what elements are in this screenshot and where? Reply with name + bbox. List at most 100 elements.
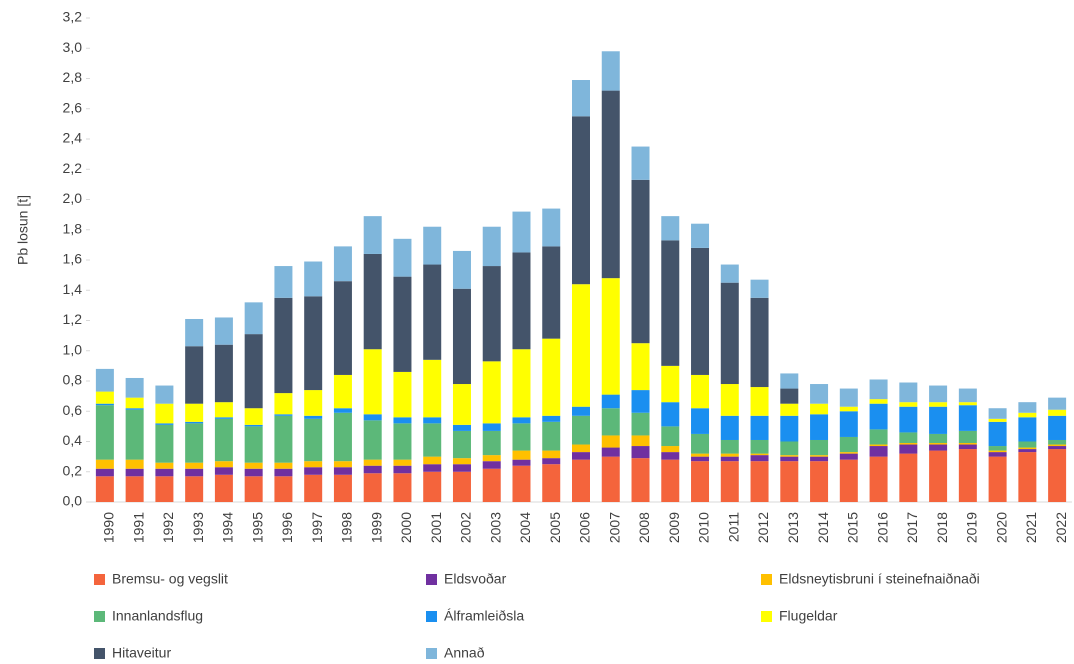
bar-segment — [125, 377, 144, 398]
bar-segment — [780, 456, 799, 462]
bar-segment — [1018, 417, 1037, 442]
x-tick-label: 1991 — [130, 512, 146, 543]
bar-segment — [95, 459, 114, 469]
bar-segment — [244, 468, 263, 477]
bar-segment — [899, 402, 918, 407]
bar-segment — [988, 450, 1007, 453]
bar-segment — [542, 208, 561, 247]
bar-segment — [750, 297, 769, 388]
legend-label: Eldsvoðar — [444, 571, 507, 587]
bar-segment — [125, 397, 144, 409]
bar-segment — [958, 405, 977, 431]
bar-segment — [899, 453, 918, 502]
legend-label: Flugeldar — [779, 608, 838, 624]
x-tick-label: 1993 — [190, 512, 206, 543]
y-tick-label: 2,8 — [63, 69, 83, 85]
bar-segment — [155, 468, 174, 477]
bar-segment — [274, 266, 293, 298]
bar-segment — [95, 468, 114, 477]
bar-segment — [988, 456, 1007, 502]
bar-segment — [958, 449, 977, 502]
bar-segment — [929, 406, 948, 434]
bar-segment — [601, 435, 620, 448]
x-tick-label: 2020 — [993, 512, 1009, 543]
bar-segment — [304, 390, 323, 416]
bar-segment — [988, 452, 1007, 457]
legend-swatch — [426, 574, 437, 585]
bar-segment — [988, 408, 1007, 419]
x-tick-label: 2001 — [428, 512, 444, 543]
bar-segment — [661, 216, 680, 241]
bar-segment — [304, 296, 323, 391]
bar-segment — [929, 385, 948, 403]
bar-segment — [1048, 449, 1067, 502]
x-tick-label: 2006 — [577, 512, 593, 543]
y-tick-label: 2,4 — [63, 130, 83, 146]
bar-segment — [631, 390, 650, 413]
bar-segment — [839, 452, 858, 454]
x-tick-label: 2002 — [458, 512, 474, 543]
bar-segment — [304, 261, 323, 297]
x-tick-label: 1999 — [368, 512, 384, 543]
x-tick-label: 2010 — [696, 512, 712, 543]
bar-segment — [958, 444, 977, 450]
x-tick-label: 2012 — [755, 512, 771, 543]
bar-segment — [274, 393, 293, 415]
bar-segment — [631, 435, 650, 447]
bar-segment — [601, 447, 620, 457]
bar-segment — [304, 467, 323, 475]
bar-segment — [214, 417, 233, 419]
bar-segment — [185, 346, 204, 404]
legend-swatch — [426, 648, 437, 659]
bar-segment — [988, 421, 1007, 447]
bar-segment — [125, 476, 144, 502]
bar-segment — [423, 423, 442, 457]
bar-segment — [274, 297, 293, 394]
y-tick-label: 3,2 — [63, 9, 83, 25]
bar-segment — [452, 288, 471, 385]
bar-segment — [929, 433, 948, 444]
bar-segment — [185, 468, 204, 477]
x-tick-label: 1994 — [220, 512, 236, 543]
bar-segment — [572, 284, 590, 407]
legend-swatch — [94, 648, 105, 659]
bar-segment — [869, 429, 888, 445]
y-tick-label: 2,0 — [63, 190, 83, 206]
bar-segment — [125, 409, 144, 460]
bar-segment — [899, 432, 918, 444]
legend-swatch — [94, 574, 105, 585]
bar-segment — [572, 415, 590, 445]
bar-segment — [482, 226, 501, 267]
bar-segment — [512, 417, 531, 424]
bar-segment — [274, 414, 293, 416]
bar-segment — [1018, 449, 1037, 453]
bar-segment — [572, 459, 590, 502]
bar-segment — [1018, 447, 1037, 450]
bar-segment — [720, 453, 739, 457]
bar-segment — [661, 365, 680, 403]
x-tick-label: 2021 — [1023, 512, 1039, 543]
bar-segment — [214, 402, 233, 418]
bar-segment — [988, 418, 1007, 422]
bar-segment — [631, 179, 650, 344]
x-tick-label: 2011 — [725, 512, 741, 542]
bar-segment — [244, 408, 263, 425]
bar-segment — [512, 211, 531, 253]
bar-segment — [155, 385, 174, 404]
bar-segment — [780, 461, 799, 502]
bar-segment — [244, 426, 263, 463]
bar-segment — [661, 426, 680, 447]
bar-segment — [869, 379, 888, 400]
bar-segment — [839, 459, 858, 502]
bar-segment — [452, 464, 471, 472]
x-tick-label: 1996 — [279, 512, 295, 543]
bar-segment — [512, 252, 531, 350]
bar-segment — [601, 408, 620, 436]
bar-segment — [423, 417, 442, 424]
bar-segment — [185, 403, 204, 422]
bar-segment — [452, 424, 471, 431]
bar-segment — [869, 446, 888, 457]
x-tick-label: 2013 — [785, 512, 801, 543]
legend-label: Bremsu- og vegslit — [112, 571, 228, 587]
bar-segment — [691, 374, 710, 409]
